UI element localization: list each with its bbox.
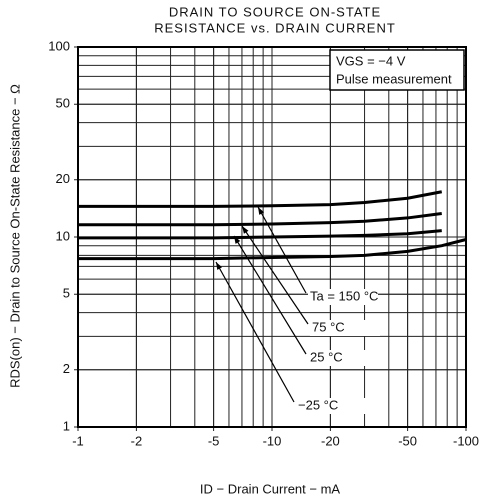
- x-tick-label: -100: [453, 433, 479, 448]
- leader-line: [215, 261, 295, 403]
- arrow-head: [234, 236, 241, 244]
- label-bg: [310, 320, 380, 336]
- series-label: 75 °C: [312, 319, 345, 334]
- leader-line: [233, 235, 307, 355]
- curve: [78, 211, 442, 227]
- arrow-head: [216, 262, 223, 270]
- label-bg: [296, 398, 366, 414]
- y-tick-label: 5: [63, 286, 70, 301]
- chart-title: DRAIN TO SOURCE ON-STATE: [169, 4, 381, 19]
- leader-line: [241, 225, 309, 325]
- arrow-head: [258, 207, 265, 215]
- note: Pulse measurement: [336, 71, 452, 86]
- x-tick-label: -10: [263, 433, 282, 448]
- curve: [78, 190, 443, 208]
- label-bg: [308, 350, 378, 366]
- y-tick-label: 20: [56, 171, 70, 186]
- x-tick-label: -5: [208, 433, 220, 448]
- chart-title: RESISTANCE vs. DRAIN CURRENT: [154, 20, 396, 35]
- label-bg: [308, 289, 378, 305]
- x-axis-label: ID − Drain Current − mA: [200, 481, 340, 496]
- y-tick-label: 2: [63, 361, 70, 376]
- series-label: 25 °C: [310, 349, 343, 364]
- note-box: [329, 49, 465, 91]
- x-tick-label: -20: [321, 433, 340, 448]
- y-tick-label: 10: [56, 228, 70, 243]
- leader-line: [257, 206, 307, 294]
- arrow-head: [242, 226, 249, 234]
- note: VGS = −4 V: [336, 53, 406, 68]
- y-tick-label: 100: [48, 38, 70, 53]
- x-tick-label: -2: [131, 433, 143, 448]
- curve: [78, 229, 442, 240]
- series-label: −25 °C: [298, 397, 338, 412]
- x-tick-label: -1: [72, 433, 84, 448]
- y-tick-label: 50: [56, 96, 70, 111]
- x-tick-label: -50: [398, 433, 417, 448]
- curve: [78, 238, 467, 261]
- y-tick-label: 1: [63, 418, 70, 433]
- series-label: Ta = 150 °C: [310, 288, 378, 303]
- y-axis-label: RDS(on) − Drain to Source On-State Resis…: [7, 84, 22, 388]
